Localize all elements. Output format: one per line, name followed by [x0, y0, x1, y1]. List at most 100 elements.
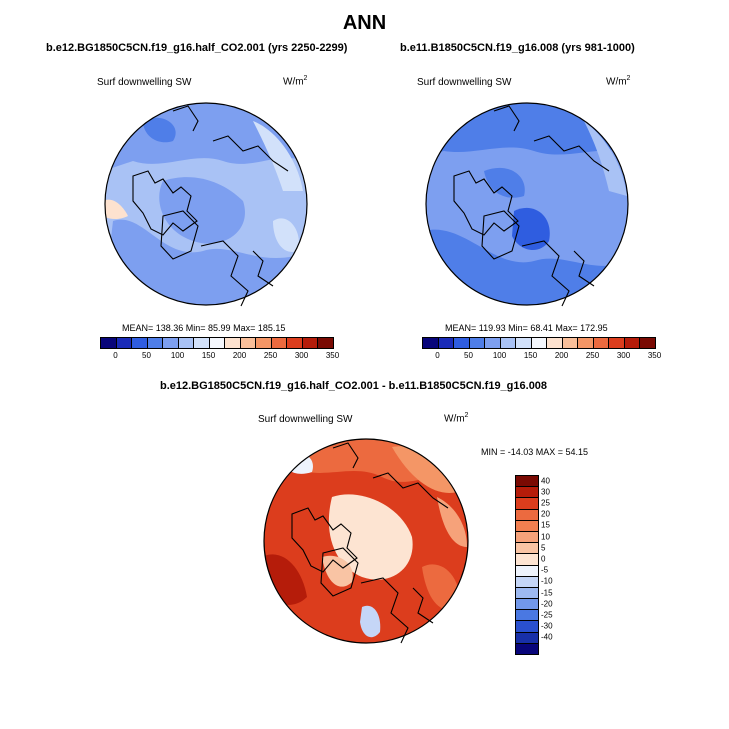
diff-panel-title: b.e12.BG1850C5CN.f19_g16.half_CO2.001 - … [160, 380, 548, 392]
colorbar-tick-label: 15 [541, 520, 550, 530]
colorbar-swatch [516, 476, 538, 488]
colorbar-swatch [302, 338, 318, 348]
colorbar-tick-label: -5 [541, 565, 549, 575]
right-coastlines [453, 105, 610, 307]
colorbar-tick-label: 30 [541, 487, 550, 497]
colorbar-swatch [562, 338, 578, 348]
colorbar-swatch [240, 338, 256, 348]
colorbar-tick-label: -15 [541, 588, 553, 598]
colorbar-swatch [178, 338, 194, 348]
colorbar-swatch [423, 338, 439, 348]
colorbar-swatch [516, 520, 538, 532]
colorbar-swatch [516, 576, 538, 588]
colorbar-swatch [516, 587, 538, 600]
colorbar-swatch [516, 531, 538, 544]
left-polar-map [104, 102, 308, 307]
colorbar-swatch [147, 338, 163, 348]
colorbar-swatch [225, 338, 241, 348]
colorbar-tick-label: 300 [294, 351, 309, 360]
right-panel-variable-label: Surf downwelling SW [417, 77, 512, 88]
colorbar-swatch [593, 338, 609, 348]
left-panel-variable-label: Surf downwelling SW [97, 77, 192, 88]
colorbar-swatch [640, 338, 655, 348]
colorbar-swatch [516, 487, 538, 499]
right-colorbar-ticks: 0 50 100 150 200 250 300 350 [422, 351, 661, 363]
right-panel-units: W/m2 [606, 75, 631, 88]
right-polar-map [425, 102, 629, 307]
diff-panel-variable-label: Surf downwelling SW [258, 414, 353, 425]
diff-colorbar-ticks: 40 30 25 20 15 10 5 0 -5 -10 -15 -20 -25 -30 -40 [541, 475, 571, 647]
colorbar-swatch [547, 338, 563, 348]
colorbar-swatch [516, 554, 538, 566]
colorbar-tick-label: -25 [541, 610, 553, 620]
colorbar-tick-label: 40 [541, 476, 550, 486]
colorbar-swatch [516, 621, 538, 633]
left-panel-stats: MEAN= 138.36 Min= 85.99 Max= 185.15 [122, 323, 286, 333]
colorbar-tick-label: -30 [541, 621, 553, 631]
diff-panel-stats: MIN = -14.03 MAX = 54.15 [481, 447, 589, 457]
colorbar-tick-label: 250 [585, 351, 600, 360]
colorbar-swatch [531, 338, 547, 348]
colorbar-swatch [318, 338, 333, 348]
colorbar-tick-label: 250 [263, 351, 278, 360]
colorbar-tick-label: -10 [541, 576, 553, 586]
colorbar-swatch [256, 338, 272, 348]
colorbar-tick-label: 0 [113, 351, 118, 360]
colorbar-tick-label: 100 [170, 351, 185, 360]
colorbar-tick-label: 10 [541, 532, 550, 542]
colorbar-swatch [516, 565, 538, 577]
colorbar-swatch [516, 509, 538, 521]
right-panel-stats: MEAN= 119.93 Min= 68.41 Max= 172.95 [445, 323, 608, 333]
colorbar-tick-label: 350 [647, 351, 662, 360]
colorbar-swatch [209, 338, 225, 348]
diff-coastlines [291, 442, 449, 644]
diff-panel-units: W/m2 [444, 412, 469, 425]
colorbar-tick-label: -40 [541, 632, 553, 642]
colorbar-swatch [271, 338, 287, 348]
colorbar-swatch [516, 338, 532, 348]
colorbar-swatch [516, 498, 538, 510]
colorbar-tick-label: 200 [232, 351, 247, 360]
colorbar-swatch [516, 632, 538, 644]
colorbar-tick-label: 25 [541, 498, 550, 508]
colorbar-tick-label: -20 [541, 599, 553, 609]
colorbar-tick-label: 5 [541, 543, 546, 553]
colorbar-tick-label: 50 [464, 351, 473, 360]
colorbar-swatch [578, 338, 594, 348]
left-coastlines [132, 105, 289, 307]
colorbar-swatch [438, 338, 454, 348]
colorbar-tick-label: 0 [435, 351, 440, 360]
colorbar-tick-label: 150 [523, 351, 538, 360]
left-colorbar [100, 337, 334, 349]
colorbar-swatch [516, 543, 538, 555]
colorbar-swatch [609, 338, 625, 348]
colorbar-tick-label: 50 [142, 351, 151, 360]
colorbar-swatch [624, 338, 640, 348]
colorbar-swatch [101, 338, 117, 348]
colorbar-swatch [287, 338, 303, 348]
colorbar-swatch [516, 610, 538, 622]
colorbar-swatch [116, 338, 132, 348]
colorbar-swatch [485, 338, 501, 348]
colorbar-tick-label: 100 [492, 351, 507, 360]
colorbar-tick-label: 0 [541, 554, 546, 564]
colorbar-swatch [163, 338, 179, 348]
colorbar-swatch [516, 643, 538, 654]
colorbar-swatch [469, 338, 485, 348]
diff-colorbar [515, 475, 539, 655]
left-panel-units: W/m2 [283, 75, 308, 88]
colorbar-swatch [454, 338, 470, 348]
colorbar-swatch [132, 338, 148, 348]
left-colorbar-ticks: 0 50 100 150 200 250 300 350 [100, 351, 339, 363]
colorbar-tick-label: 350 [325, 351, 340, 360]
colorbar-swatch [500, 338, 516, 348]
colorbar-swatch [194, 338, 210, 348]
difference-polar-map [263, 438, 469, 644]
colorbar-tick-label: 200 [554, 351, 569, 360]
left-panel-title: b.e12.BG1850C5CN.f19_g16.half_CO2.001 (y… [46, 42, 348, 54]
right-colorbar [422, 337, 656, 349]
colorbar-tick-label: 300 [616, 351, 631, 360]
colorbar-swatch [516, 599, 538, 611]
colorbar-tick-label: 20 [541, 509, 550, 519]
colorbar-tick-label: 150 [201, 351, 216, 360]
